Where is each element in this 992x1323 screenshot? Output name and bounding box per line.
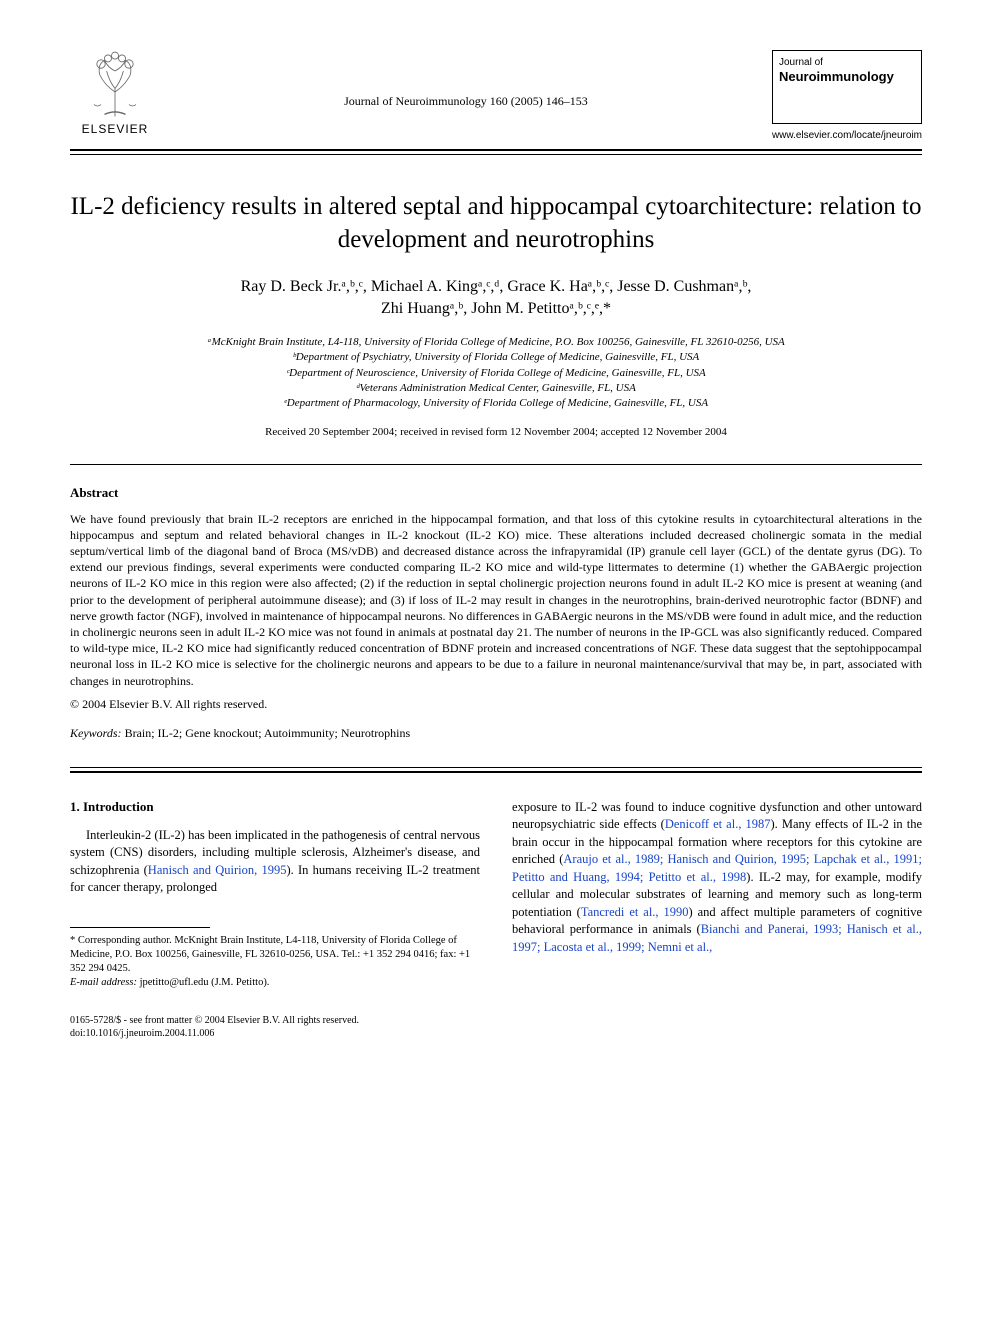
authors-line-2: Zhi Huangᵃ,ᵇ, John M. Petittoᵃ,ᵇ,ᶜ,ᵉ,* — [381, 300, 611, 317]
keywords: Keywords: Brain; IL-2; Gene knockout; Au… — [70, 726, 922, 741]
page-footer: 0165-5728/$ - see front matter © 2004 El… — [70, 1014, 922, 1040]
footnote-corresponding: * Corresponding author. McKnight Brain I… — [70, 935, 470, 974]
article-title: IL-2 deficiency results in altered septa… — [70, 191, 922, 256]
footer-front-matter: 0165-5728/$ - see front matter © 2004 El… — [70, 1014, 922, 1027]
journal-title-box: Journal of Neuroimmunology www.elsevier.… — [772, 50, 922, 141]
author-list: Ray D. Beck Jr.ᵃ,ᵇ,ᶜ, Michael A. Kingᵃ,ᶜ… — [70, 276, 922, 321]
citation-tancredi[interactable]: Tancredi et al., 1990 — [581, 905, 689, 919]
column-left: 1. Introduction Interleukin-2 (IL-2) has… — [70, 799, 480, 991]
citation-denicoff[interactable]: Denicoff et al., 1987 — [665, 817, 771, 831]
journal-name: Neuroimmunology — [779, 69, 915, 84]
journal-of-label: Journal of — [779, 57, 915, 68]
affiliation-c: ᶜDepartment of Neuroscience, University … — [70, 366, 922, 381]
email-label: E-mail address: — [70, 977, 137, 988]
affiliation-d: ᵈVeterans Administration Medical Center,… — [70, 381, 922, 396]
authors-line-1: Ray D. Beck Jr.ᵃ,ᵇ,ᶜ, Michael A. Kingᵃ,ᶜ… — [241, 278, 752, 295]
section-heading-intro: 1. Introduction — [70, 799, 480, 815]
intro-paragraph-left: Interleukin-2 (IL-2) has been implicated… — [70, 827, 480, 897]
affiliation-e: ᵉDepartment of Pharmacology, University … — [70, 396, 922, 411]
corresponding-author-footnote: * Corresponding author. McKnight Brain I… — [70, 934, 480, 977]
footnote-rule — [70, 927, 210, 928]
journal-reference: Journal of Neuroimmunology 160 (2005) 14… — [160, 50, 772, 109]
abstract-rule-top — [70, 464, 922, 465]
affiliation-a: ᵃMcKnight Brain Institute, L4-118, Unive… — [70, 335, 922, 350]
article-dates: Received 20 September 2004; received in … — [70, 426, 922, 438]
abstract-heading: Abstract — [70, 485, 922, 501]
journal-header: ELSEVIER Journal of Neuroimmunology 160 … — [70, 50, 922, 141]
intro-paragraph-right: exposure to IL-2 was found to induce cog… — [512, 799, 922, 957]
publisher-name: ELSEVIER — [82, 122, 149, 136]
email-footnote: E-mail address: jpetitto@ufl.edu (J.M. P… — [70, 976, 480, 990]
citation-hanisch[interactable]: Hanisch and Quirion, 1995 — [148, 863, 287, 877]
affiliations: ᵃMcKnight Brain Institute, L4-118, Unive… — [70, 335, 922, 412]
journal-url[interactable]: www.elsevier.com/locate/jneuroim — [772, 130, 922, 141]
abstract-rule-bottom-2 — [70, 771, 922, 773]
column-right: exposure to IL-2 was found to induce cog… — [512, 799, 922, 991]
body-columns: 1. Introduction Interleukin-2 (IL-2) has… — [70, 799, 922, 991]
elsevier-tree-icon — [80, 50, 150, 120]
abstract-body: We have found previously that brain IL-2… — [70, 511, 922, 689]
header-rule-bottom — [70, 154, 922, 155]
footer-doi: doi:10.1016/j.jneuroim.2004.11.006 — [70, 1027, 922, 1040]
keywords-list: Brain; IL-2; Gene knockout; Autoimmunity… — [122, 726, 411, 740]
copyright-line: © 2004 Elsevier B.V. All rights reserved… — [70, 697, 922, 712]
keywords-label: Keywords: — [70, 726, 122, 740]
publisher-logo: ELSEVIER — [70, 50, 160, 136]
affiliation-b: ᵇDepartment of Psychiatry, University of… — [70, 350, 922, 365]
email-address[interactable]: jpetitto@ufl.edu (J.M. Petitto). — [137, 977, 269, 988]
abstract-text: We have found previously that brain IL-2… — [70, 512, 922, 688]
